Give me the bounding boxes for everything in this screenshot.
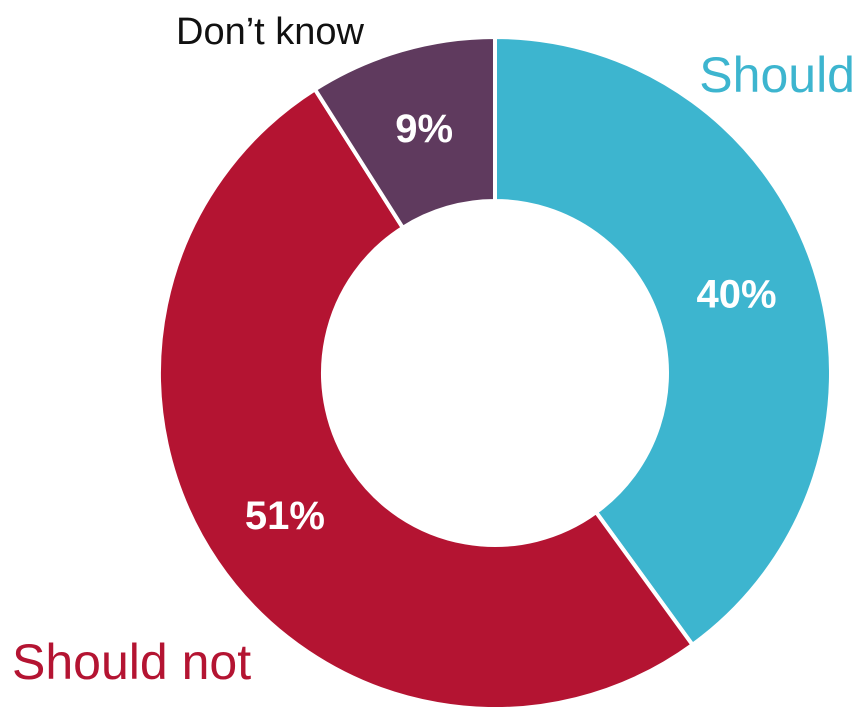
value-label-should-not: 51% (245, 494, 325, 538)
value-label-don-t-know: 9% (395, 107, 453, 151)
label-should-not: Should not (12, 634, 252, 690)
slice-should (493, 35, 834, 647)
label-should: Should (699, 47, 855, 103)
donut-value-labels: 40% 51% 9% (245, 107, 777, 538)
value-label-should: 40% (697, 273, 777, 317)
donut-slices (157, 35, 834, 707)
slice-should-not (157, 87, 695, 707)
label-dont-know: Don’t know (176, 11, 364, 53)
slice-don-t-know (312, 35, 497, 230)
